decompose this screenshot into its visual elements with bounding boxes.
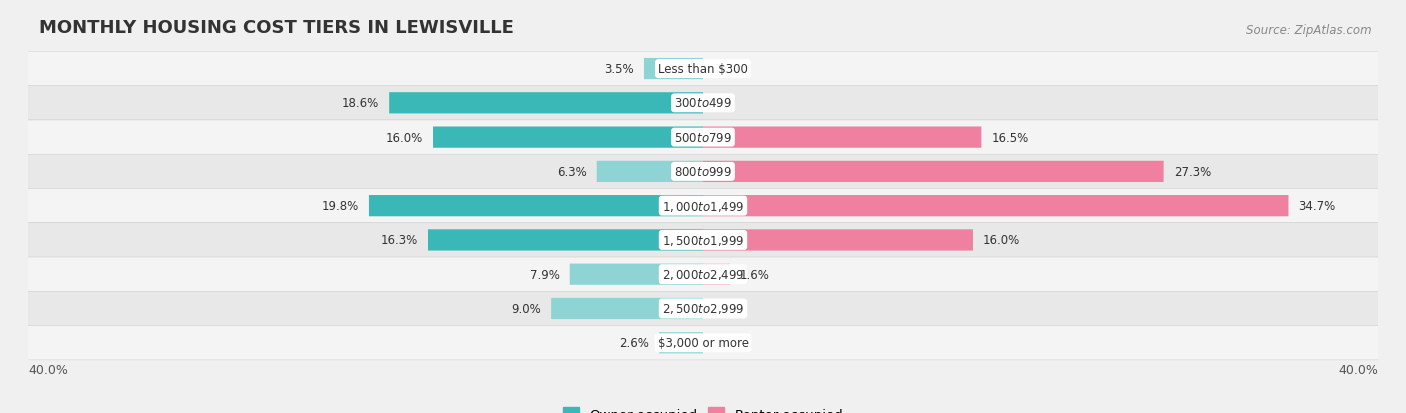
FancyBboxPatch shape	[28, 155, 1378, 189]
Text: 6.3%: 6.3%	[557, 166, 586, 178]
Text: 2.6%: 2.6%	[619, 337, 650, 349]
FancyBboxPatch shape	[389, 93, 703, 114]
FancyBboxPatch shape	[28, 121, 1378, 155]
Text: Less than $300: Less than $300	[658, 63, 748, 76]
FancyBboxPatch shape	[433, 127, 703, 148]
FancyBboxPatch shape	[703, 230, 973, 251]
FancyBboxPatch shape	[28, 257, 1378, 292]
FancyBboxPatch shape	[28, 223, 1378, 257]
FancyBboxPatch shape	[427, 230, 703, 251]
Text: 7.9%: 7.9%	[530, 268, 560, 281]
Text: 27.3%: 27.3%	[1174, 166, 1211, 178]
Text: MONTHLY HOUSING COST TIERS IN LEWISVILLE: MONTHLY HOUSING COST TIERS IN LEWISVILLE	[39, 19, 513, 37]
Text: 16.5%: 16.5%	[991, 131, 1029, 144]
FancyBboxPatch shape	[703, 196, 1288, 217]
FancyBboxPatch shape	[551, 298, 703, 319]
Text: 3.5%: 3.5%	[605, 63, 634, 76]
FancyBboxPatch shape	[28, 52, 1378, 86]
Text: 40.0%: 40.0%	[1339, 363, 1378, 376]
Text: $800 to $999: $800 to $999	[673, 166, 733, 178]
Text: Source: ZipAtlas.com: Source: ZipAtlas.com	[1246, 24, 1371, 37]
Text: $2,000 to $2,499: $2,000 to $2,499	[662, 268, 744, 282]
FancyBboxPatch shape	[28, 189, 1378, 223]
Text: $1,000 to $1,499: $1,000 to $1,499	[662, 199, 744, 213]
Text: 34.7%: 34.7%	[1299, 199, 1336, 213]
Text: $1,500 to $1,999: $1,500 to $1,999	[662, 233, 744, 247]
Text: 9.0%: 9.0%	[512, 302, 541, 315]
FancyBboxPatch shape	[703, 161, 1164, 183]
FancyBboxPatch shape	[368, 196, 703, 217]
FancyBboxPatch shape	[569, 264, 703, 285]
Text: 19.8%: 19.8%	[322, 199, 359, 213]
Text: 18.6%: 18.6%	[342, 97, 380, 110]
Text: $2,500 to $2,999: $2,500 to $2,999	[662, 302, 744, 316]
Text: 16.0%: 16.0%	[983, 234, 1021, 247]
Text: $3,000 or more: $3,000 or more	[658, 337, 748, 349]
FancyBboxPatch shape	[28, 86, 1378, 121]
FancyBboxPatch shape	[703, 127, 981, 148]
Legend: Owner-occupied, Renter-occupied: Owner-occupied, Renter-occupied	[558, 402, 848, 413]
Text: 16.0%: 16.0%	[385, 131, 423, 144]
Text: 40.0%: 40.0%	[28, 363, 67, 376]
FancyBboxPatch shape	[28, 292, 1378, 326]
Text: $300 to $499: $300 to $499	[673, 97, 733, 110]
Text: 1.6%: 1.6%	[740, 268, 770, 281]
FancyBboxPatch shape	[703, 264, 730, 285]
FancyBboxPatch shape	[659, 332, 703, 354]
Text: $500 to $799: $500 to $799	[673, 131, 733, 144]
FancyBboxPatch shape	[596, 161, 703, 183]
Text: 16.3%: 16.3%	[381, 234, 418, 247]
FancyBboxPatch shape	[28, 326, 1378, 360]
FancyBboxPatch shape	[644, 59, 703, 80]
